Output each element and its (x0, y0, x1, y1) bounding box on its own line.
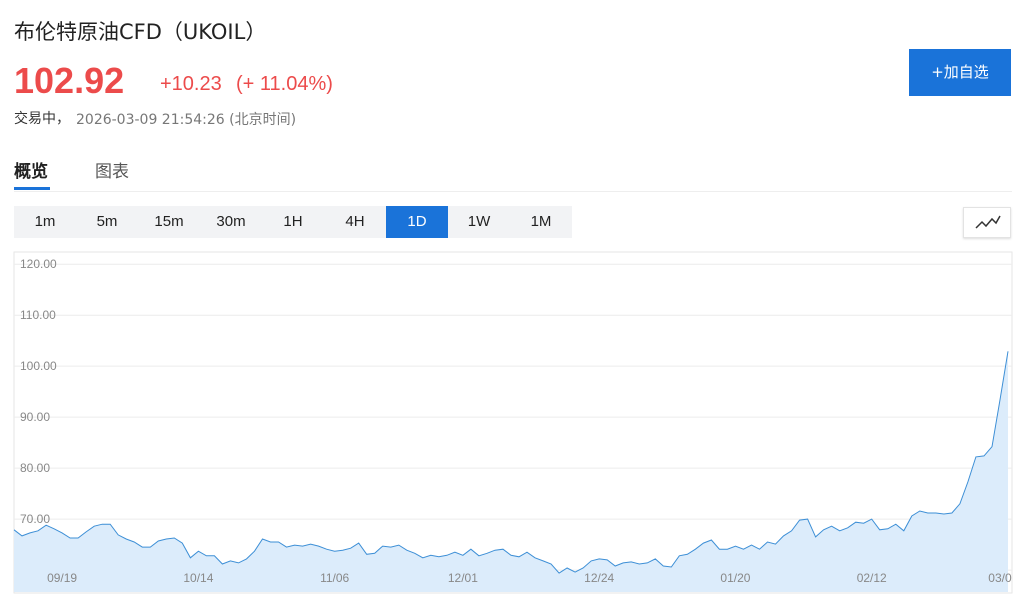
x-tick-label: 01/20 (720, 571, 750, 585)
status: 交易中， (14, 111, 70, 127)
x-tick-label: 12/24 (584, 571, 614, 585)
tab[interactable]: 概览 (14, 162, 48, 182)
price: 102.92 (14, 60, 125, 101)
line (13, 351, 1009, 574)
tab[interactable]: 图表 (95, 162, 129, 182)
chart-style-icon (975, 215, 1001, 229)
title: 布伦特原油CFD（UKOIL） (14, 20, 267, 44)
change-pct: (+ 11.04%) (236, 73, 333, 95)
interval-button[interactable]: 1M (530, 213, 552, 230)
interval-button[interactable]: 1D (386, 206, 448, 238)
x-tick-label: 03/0 (988, 571, 1012, 585)
chart-frame (13, 251, 1013, 594)
divider (14, 191, 1012, 192)
x-tick-label: 10/14 (183, 571, 213, 585)
x-tick-label: 02/12 (857, 571, 887, 585)
interval-button[interactable]: 4H (345, 213, 365, 230)
x-tick-label: 12/01 (448, 571, 478, 585)
y-tick-label: 80.00 (20, 461, 50, 475)
tab-underline (14, 187, 50, 190)
interval-button[interactable]: 30m (216, 213, 246, 230)
y-tick-label: 70.00 (20, 512, 50, 526)
area (14, 351, 1008, 592)
x-tick-label: 11/06 (320, 571, 349, 585)
interval-button[interactable]: 1H (283, 213, 303, 230)
y-tick-label: 120.00 (20, 257, 57, 271)
timestamp: 2026-03-09 21:54:26 (北京时间) (76, 112, 297, 128)
y-tick-label: 90.00 (20, 410, 50, 424)
interval-button[interactable]: 1W (467, 213, 491, 230)
y-tick-label: 110.00 (20, 308, 56, 322)
y-tick-label: 100.00 (20, 359, 57, 373)
interval-bar (14, 206, 572, 238)
interval-button[interactable]: 1m (34, 213, 56, 230)
interval-button[interactable]: 15m (154, 213, 184, 230)
change: +10.23 (160, 73, 222, 95)
chart-style-button[interactable] (963, 207, 1011, 238)
x-tick-label: 09/19 (47, 571, 77, 585)
add-watchlist-button[interactable]: +加自选 (909, 49, 1011, 96)
interval-button[interactable]: 5m (96, 213, 118, 230)
